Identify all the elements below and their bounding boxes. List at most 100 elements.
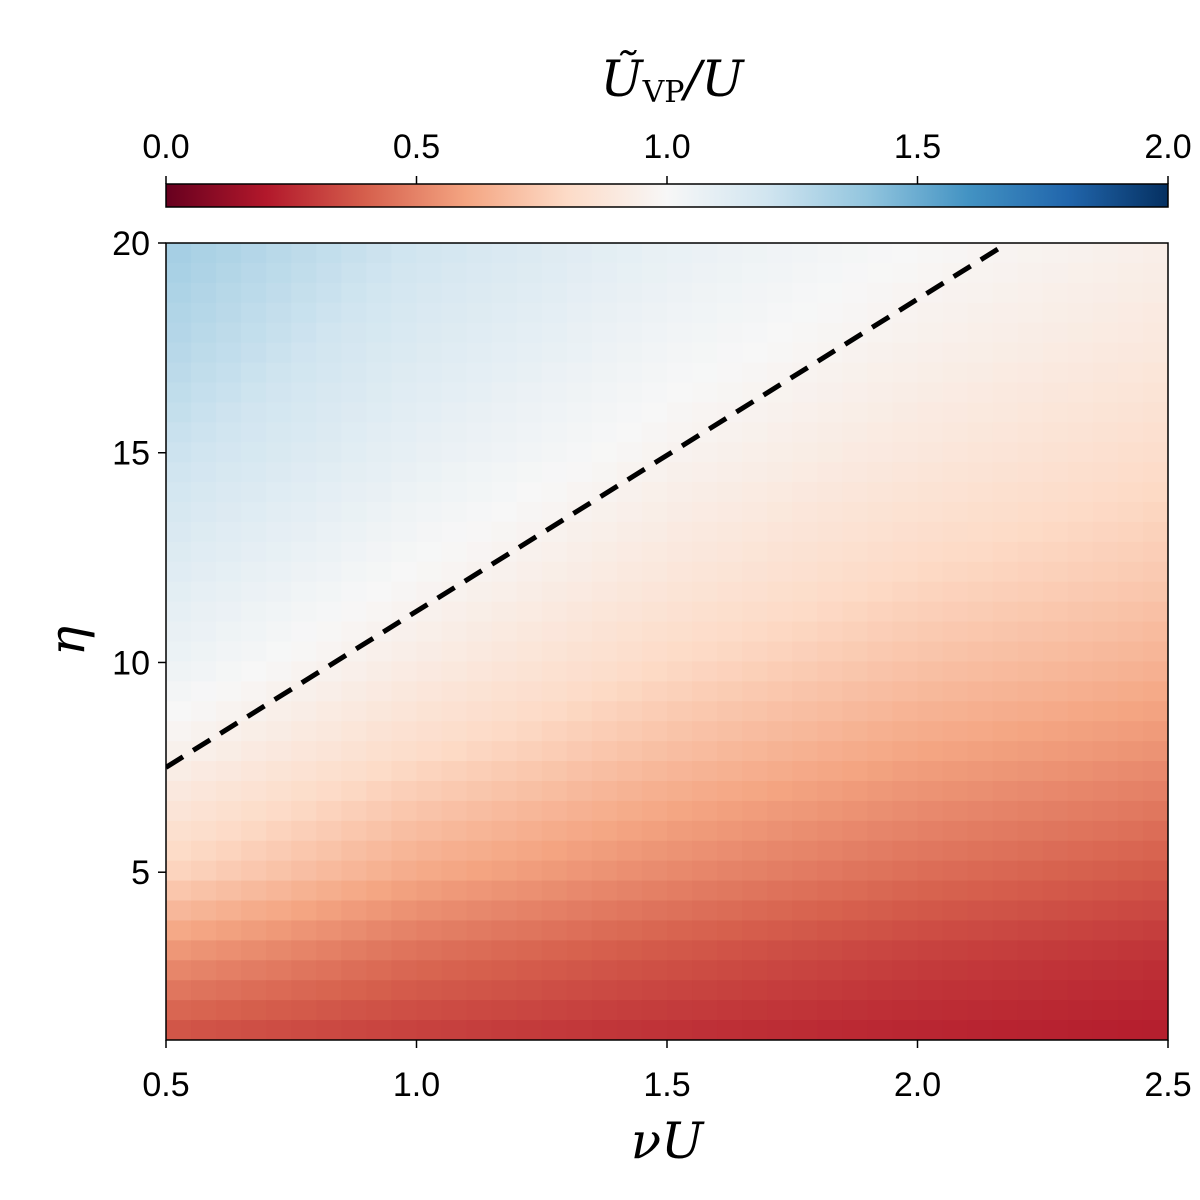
heatmap-cell xyxy=(817,621,844,643)
heatmap-cell xyxy=(692,701,718,723)
heatmap-cell xyxy=(216,262,242,284)
heatmap-cell xyxy=(792,681,819,703)
heatmap-cell xyxy=(416,243,443,264)
heatmap-cell xyxy=(416,980,443,1001)
heatmap-cell xyxy=(742,820,768,842)
heatmap-cell xyxy=(391,382,418,404)
heatmap-cell xyxy=(266,1020,293,1040)
heatmap-cell xyxy=(1092,521,1119,543)
heatmap-cell xyxy=(1142,661,1168,683)
heatmap-cell xyxy=(867,462,894,483)
heatmap-cell xyxy=(1017,641,1044,663)
heatmap-cell xyxy=(742,900,768,922)
heatmap-cell xyxy=(742,362,768,384)
heatmap-cell xyxy=(316,880,343,902)
heatmap-cell xyxy=(967,561,994,583)
heatmap-cell xyxy=(1117,1000,1144,1021)
heatmap-cell xyxy=(1092,960,1119,982)
heatmap-cell xyxy=(942,442,969,463)
heatmap-cell xyxy=(842,741,869,762)
heatmap-cell xyxy=(566,282,593,304)
heatmap-cell xyxy=(742,262,768,284)
heatmap-cell xyxy=(341,322,368,344)
heatmap-cell xyxy=(366,920,393,942)
heatmap-cell xyxy=(341,621,368,643)
heatmap-cell xyxy=(541,840,568,862)
heatmap-cell xyxy=(942,362,969,384)
heatmap-cell xyxy=(366,761,393,782)
heatmap-cell xyxy=(717,860,743,882)
heatmap-cell xyxy=(892,462,919,483)
heatmap-cell xyxy=(942,502,969,523)
heatmap-cell xyxy=(817,1000,844,1021)
heatmap-cell xyxy=(717,940,743,962)
heatmap-cell xyxy=(742,243,768,264)
heatmap-cell xyxy=(1017,322,1044,344)
heatmap-cell xyxy=(692,521,718,543)
heatmap-cell xyxy=(416,860,443,882)
heatmap-cell xyxy=(992,502,1019,523)
heatmap-cell xyxy=(191,800,217,822)
heatmap-cell xyxy=(1142,541,1168,563)
heatmap-cell xyxy=(992,282,1019,304)
heatmap-cell xyxy=(1067,482,1094,503)
heatmap-cell xyxy=(291,581,318,603)
heatmap-cell xyxy=(1142,780,1168,802)
heatmap-cell xyxy=(1017,820,1044,842)
heatmap-cell xyxy=(1017,561,1044,583)
heatmap-cell xyxy=(541,661,568,683)
heatmap-cell xyxy=(1142,402,1168,424)
heatmap-cell xyxy=(366,382,393,404)
heatmap-cell xyxy=(767,800,794,822)
heatmap-cell xyxy=(166,920,192,942)
heatmap-cell xyxy=(692,661,718,683)
heatmap-cell xyxy=(516,402,543,424)
heatmap-cell xyxy=(1042,641,1069,663)
heatmap-cell xyxy=(1042,541,1069,563)
heatmap-cell xyxy=(591,462,618,483)
heatmap-cell xyxy=(391,940,418,962)
heatmap-cell xyxy=(667,342,693,364)
heatmap-cell xyxy=(842,721,869,742)
heatmap-cell xyxy=(692,362,718,384)
heatmap-cell xyxy=(992,601,1019,623)
heatmap-cell xyxy=(867,860,894,882)
heatmap-cell xyxy=(1017,920,1044,942)
heatmap-cell xyxy=(1117,860,1144,882)
heatmap-cell xyxy=(1017,1020,1044,1040)
heatmap-cell xyxy=(641,900,668,922)
heatmap-cell xyxy=(967,282,994,304)
heatmap-cell xyxy=(667,820,693,842)
heatmap-cell xyxy=(341,840,368,862)
y-tick-label: 5 xyxy=(131,854,150,892)
heatmap-cell xyxy=(491,462,518,483)
heatmap-cell xyxy=(1067,462,1094,483)
heatmap-cell xyxy=(341,521,368,543)
heatmap-cell xyxy=(566,521,593,543)
heatmap-cell xyxy=(992,302,1019,324)
heatmap-cell xyxy=(166,860,192,882)
heatmap-cell xyxy=(366,621,393,643)
heatmap-cell xyxy=(992,661,1019,683)
heatmap-cell xyxy=(166,601,192,623)
heatmap-cell xyxy=(667,541,693,563)
heatmap-cell xyxy=(1067,761,1094,782)
heatmap-cell xyxy=(366,322,393,344)
heatmap-cell xyxy=(641,561,668,583)
heatmap-cell xyxy=(616,800,643,822)
heatmap-cell xyxy=(566,641,593,663)
heatmap-cell xyxy=(391,581,418,603)
heatmap-cell xyxy=(266,621,293,643)
heatmap-cell xyxy=(1067,661,1094,683)
heatmap-cell xyxy=(216,960,242,982)
heatmap-cell xyxy=(817,780,844,802)
heatmap-cell xyxy=(416,1020,443,1040)
heatmap-cell xyxy=(742,482,768,503)
heatmap-cell xyxy=(391,362,418,384)
heatmap-cell xyxy=(616,262,643,284)
heatmap-cell xyxy=(266,880,293,902)
heatmap-cell xyxy=(191,820,217,842)
heatmap-cell xyxy=(466,721,493,742)
heatmap-cell xyxy=(516,342,543,364)
heatmap-cell xyxy=(942,581,969,603)
